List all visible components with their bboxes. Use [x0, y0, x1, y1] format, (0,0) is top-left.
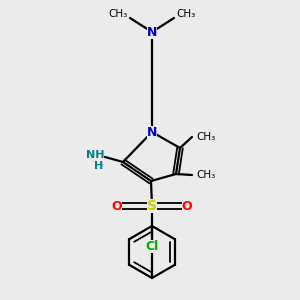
Text: H: H — [94, 161, 103, 171]
Text: CH₃: CH₃ — [196, 132, 216, 142]
Text: NH: NH — [86, 150, 104, 160]
Text: N: N — [147, 26, 157, 38]
Text: O: O — [112, 200, 122, 212]
Text: O: O — [182, 200, 192, 212]
Text: CH₃: CH₃ — [176, 9, 196, 19]
Text: S: S — [147, 199, 157, 213]
Text: CH₃: CH₃ — [196, 170, 216, 180]
Text: CH₃: CH₃ — [108, 9, 128, 19]
Text: N: N — [147, 125, 157, 139]
Text: Cl: Cl — [146, 239, 159, 253]
